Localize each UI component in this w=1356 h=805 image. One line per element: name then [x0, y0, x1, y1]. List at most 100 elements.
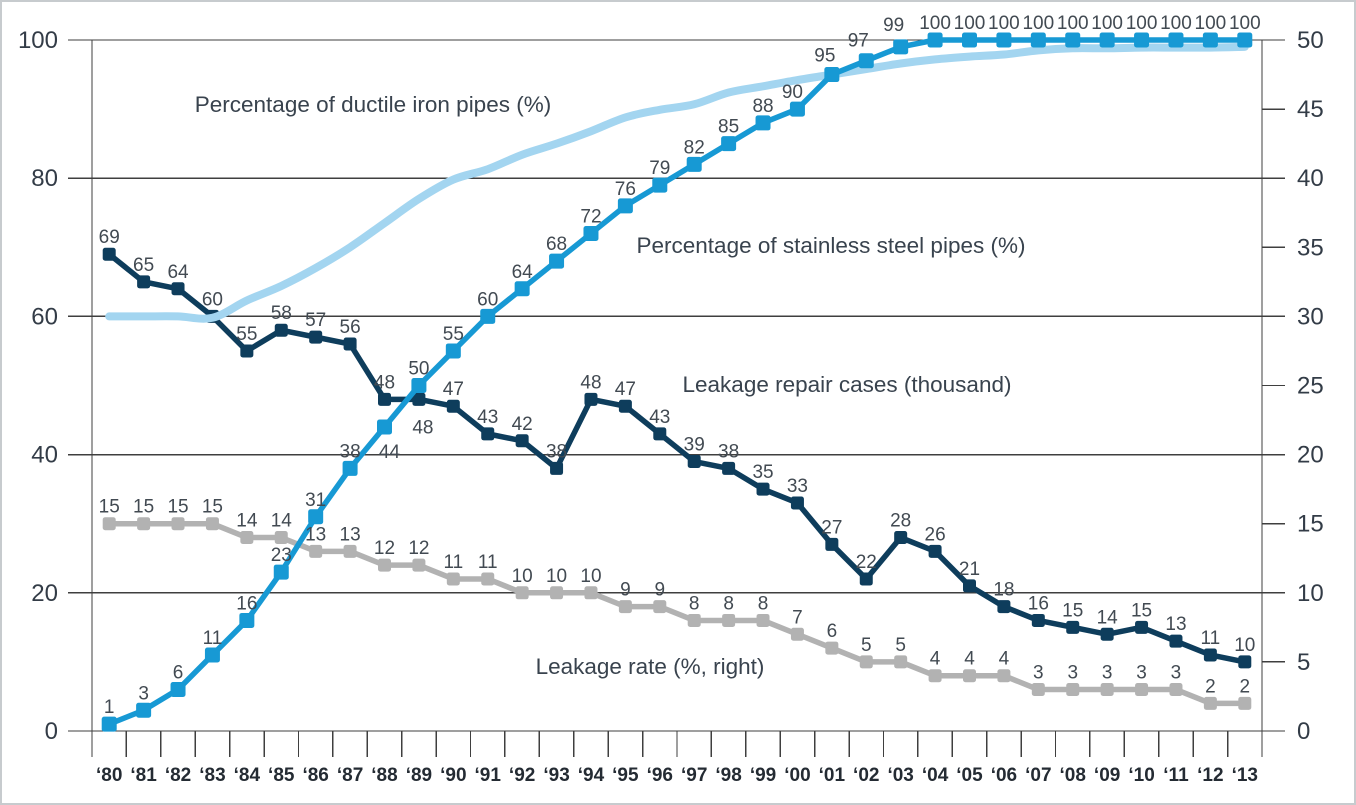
y-axis-right-tick-label: 40: [1297, 165, 1324, 192]
marker: [239, 612, 255, 628]
marker: [756, 613, 770, 627]
data-label: 76: [615, 179, 636, 200]
data-label: 100: [954, 13, 986, 34]
marker: [584, 392, 598, 406]
marker: [928, 669, 942, 683]
marker: [205, 517, 219, 531]
marker: [1203, 696, 1217, 710]
marker: [653, 427, 667, 441]
x-axis-tick-label: ‘08: [1060, 765, 1086, 786]
data-label: 2: [1240, 676, 1251, 697]
marker: [137, 517, 151, 531]
x-axis-tick-label: ‘13: [1232, 765, 1258, 786]
data-label: 11: [203, 628, 223, 649]
marker: [274, 531, 288, 545]
marker: [686, 156, 702, 172]
data-label: 11: [443, 552, 463, 573]
data-label: 13: [305, 524, 326, 545]
data-label: 4: [964, 649, 975, 670]
x-axis-tick-label: ‘96: [647, 765, 673, 786]
data-label: 10: [546, 566, 567, 587]
series-name-label-repair: Leakage repair cases (thousand): [683, 372, 1012, 397]
data-label: 16: [236, 593, 257, 614]
marker: [928, 544, 942, 558]
x-axis-tick-label: ‘95: [612, 765, 639, 786]
marker: [102, 247, 116, 261]
marker: [790, 496, 804, 510]
marker: [480, 308, 496, 324]
data-label: 8: [758, 593, 769, 614]
data-label: 7: [792, 607, 803, 628]
x-axis-tick-label: ‘09: [1094, 765, 1120, 786]
y-axis-right-tick-label: 0: [1297, 718, 1310, 745]
marker: [997, 600, 1011, 614]
marker: [825, 641, 839, 655]
marker: [170, 682, 186, 698]
data-label: 72: [580, 206, 601, 227]
y-axis-right-tick-label: 30: [1297, 303, 1324, 330]
data-label: 56: [340, 317, 361, 338]
data-label: 35: [752, 462, 773, 483]
marker: [824, 67, 840, 83]
y-axis-left-tick-label: 0: [45, 718, 58, 745]
marker: [584, 586, 598, 600]
marker: [514, 281, 530, 297]
axes: [91, 40, 1263, 757]
marker: [309, 330, 323, 344]
y-axis-right-tick-label: 20: [1297, 442, 1324, 469]
data-label: 5: [895, 635, 906, 656]
marker: [894, 531, 908, 545]
marker: [1169, 683, 1183, 697]
marker: [102, 517, 116, 531]
marker: [137, 275, 151, 289]
data-label: 100: [1229, 13, 1261, 34]
data-label: 97: [848, 31, 869, 52]
marker: [171, 282, 185, 296]
marker: [377, 419, 392, 435]
data-label: 100: [1160, 13, 1192, 34]
marker: [1030, 32, 1046, 48]
marker: [893, 39, 909, 55]
data-label: 8: [723, 593, 734, 614]
data-label: 3: [1171, 663, 1182, 684]
marker: [1099, 32, 1115, 48]
x-axis-tick-label: ‘81: [130, 765, 157, 786]
marker: [446, 399, 460, 413]
data-label: 13: [1165, 614, 1186, 635]
data-label: 16: [1028, 593, 1049, 614]
data-label: 15: [1062, 600, 1083, 621]
data-label: 22: [856, 552, 877, 573]
marker: [378, 392, 391, 406]
marker: [652, 177, 668, 193]
data-label: 3: [1067, 663, 1078, 684]
marker: [240, 344, 254, 358]
marker: [997, 669, 1011, 683]
data-label: 11: [1201, 628, 1221, 649]
data-label: 69: [99, 227, 120, 248]
marker: [963, 669, 976, 683]
data-label: 1: [104, 697, 115, 718]
x-axis-tick-label: ‘11: [1163, 765, 1189, 786]
data-label: 39: [684, 435, 705, 456]
x-axis-tick-label: ‘00: [784, 765, 810, 786]
data-label: 4: [999, 649, 1010, 670]
data-label: 79: [649, 158, 670, 179]
y-axis-left-tick-label: 40: [31, 442, 58, 469]
y-axis-right-tick-label: 15: [1297, 511, 1324, 538]
series-name-label-rate: Leakage rate (%, right): [536, 654, 765, 679]
data-label: 3: [138, 683, 149, 704]
y-axis-right-tick-label: 50: [1297, 27, 1324, 54]
series-name-labels: Percentage of ductile iron pipes (%) Leak…: [195, 92, 1026, 679]
marker: [687, 613, 701, 627]
data-label: 15: [202, 497, 223, 518]
marker: [549, 253, 565, 269]
marker: [687, 455, 701, 469]
data-label: 31: [305, 490, 326, 511]
data-label: 6: [827, 621, 838, 642]
x-axis-tick-label: ‘97: [681, 765, 707, 786]
data-label: 14: [271, 511, 293, 532]
marker: [653, 600, 667, 614]
data-label: 12: [374, 538, 395, 559]
series-ductile: [105, 42, 1249, 323]
